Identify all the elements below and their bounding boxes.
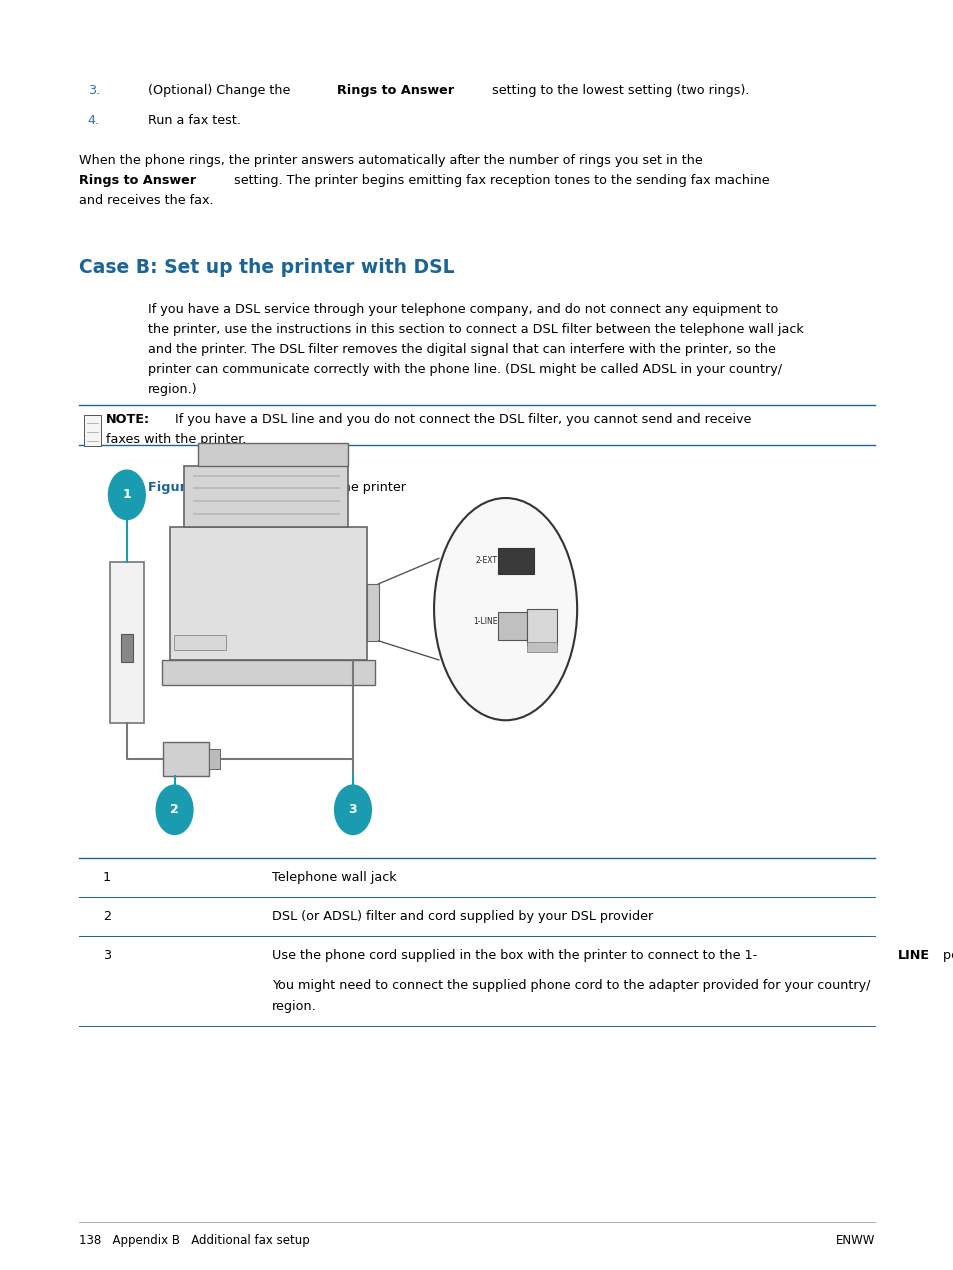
Circle shape	[108, 470, 146, 521]
Text: If you have a DSL line and you do not connect the DSL filter, you cannot send an: If you have a DSL line and you do not co…	[163, 413, 750, 425]
Text: 2-EXT: 2-EXT	[476, 556, 497, 565]
Text: Use the phone cord supplied in the box with the printer to connect to the 1-: Use the phone cord supplied in the box w…	[272, 950, 757, 963]
Text: Back view of the printer: Back view of the printer	[244, 481, 405, 494]
Bar	[121, 634, 132, 662]
Text: the printer, use the instructions in this section to connect a DSL filter betwee: the printer, use the instructions in thi…	[148, 323, 802, 335]
Text: DSL (or ADSL) filter and cord supplied by your DSL provider: DSL (or ADSL) filter and cord supplied b…	[272, 911, 653, 923]
Text: 3: 3	[103, 950, 112, 963]
Bar	[170, 527, 367, 660]
Text: When the phone rings, the printer answers automatically after the number of ring: When the phone rings, the printer answer…	[79, 154, 702, 168]
Text: faxes with the printer.: faxes with the printer.	[106, 433, 246, 446]
Bar	[173, 635, 226, 650]
Text: ENWW: ENWW	[835, 1234, 874, 1247]
Text: 4.: 4.	[88, 114, 100, 127]
Bar	[163, 743, 209, 776]
Ellipse shape	[434, 498, 577, 720]
Text: 3.: 3.	[88, 84, 100, 97]
Bar	[162, 660, 375, 686]
Text: NOTE:: NOTE:	[106, 413, 150, 425]
Circle shape	[334, 785, 372, 836]
Text: setting to the lowest setting (two rings).: setting to the lowest setting (two rings…	[487, 84, 749, 97]
Bar	[367, 584, 378, 641]
Text: Run a fax test.: Run a fax test.	[148, 114, 240, 127]
Text: (Optional) Change the: (Optional) Change the	[148, 84, 294, 97]
Text: LINE: LINE	[897, 950, 929, 963]
Circle shape	[155, 785, 193, 836]
Text: Telephone wall jack: Telephone wall jack	[272, 871, 396, 884]
Text: 3: 3	[348, 804, 357, 817]
Text: port.: port.	[939, 950, 953, 963]
Text: If you have a DSL service through your telephone company, and do not connect any: If you have a DSL service through your t…	[148, 302, 778, 315]
Bar	[198, 443, 348, 466]
Bar	[497, 612, 526, 640]
Bar	[110, 563, 144, 724]
Bar	[184, 466, 348, 527]
Text: printer can communicate correctly with the phone line. (DSL might be called ADSL: printer can communicate correctly with t…	[148, 363, 781, 376]
Bar	[84, 415, 101, 446]
Text: 2: 2	[103, 911, 111, 923]
Text: 1: 1	[103, 871, 112, 884]
Bar	[497, 549, 534, 574]
Text: You might need to connect the supplied phone cord to the adapter provided for yo: You might need to connect the supplied p…	[272, 979, 869, 992]
Bar	[526, 610, 557, 645]
Bar	[209, 749, 220, 770]
Text: 2: 2	[170, 804, 179, 817]
Text: and the printer. The DSL filter removes the digital signal that can interfere wi: and the printer. The DSL filter removes …	[148, 343, 775, 356]
Text: Figure B-2: Figure B-2	[148, 481, 223, 494]
Text: 138   Appendix B   Additional fax setup: 138 Appendix B Additional fax setup	[79, 1234, 310, 1247]
Text: Case B: Set up the printer with DSL: Case B: Set up the printer with DSL	[79, 258, 455, 277]
Text: 1: 1	[122, 489, 132, 502]
Bar	[526, 643, 557, 653]
Text: Rings to Answer: Rings to Answer	[336, 84, 454, 97]
Text: setting. The printer begins emitting fax reception tones to the sending fax mach: setting. The printer begins emitting fax…	[230, 174, 769, 187]
Text: 1-LINE: 1-LINE	[473, 617, 497, 626]
Text: and receives the fax.: and receives the fax.	[79, 194, 213, 207]
Text: Rings to Answer: Rings to Answer	[79, 174, 196, 187]
Text: region.: region.	[272, 999, 316, 1012]
Text: region.): region.)	[148, 382, 197, 396]
